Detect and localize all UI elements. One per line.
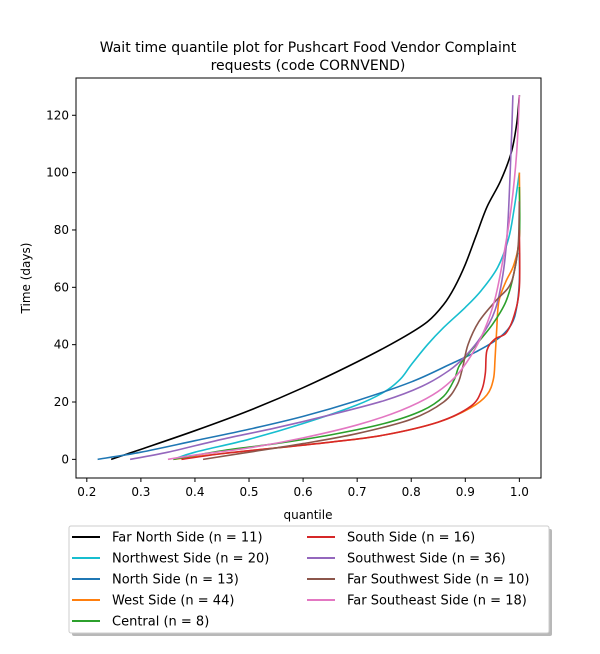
legend-label: Far Southwest Side (n = 10) bbox=[347, 573, 529, 588]
y-axis-label: Time (days) bbox=[19, 243, 33, 315]
chart-title-line1: Wait time quantile plot for Pushcart Foo… bbox=[100, 40, 517, 56]
series-line-8 bbox=[167, 95, 521, 461]
x-tick-label: 0.7 bbox=[348, 485, 367, 499]
y-tick-label: 40 bbox=[54, 338, 69, 352]
y-ticks: 0 20 40 60 80 100 120 bbox=[46, 108, 76, 466]
y-tick-label: 0 bbox=[61, 452, 69, 466]
x-tick-label: 0.6 bbox=[294, 485, 313, 499]
x-tick-label: 0.8 bbox=[402, 485, 421, 499]
legend-label: Far North Side (n = 11) bbox=[112, 531, 263, 546]
y-tick-label: 60 bbox=[54, 280, 69, 294]
legend: Far North Side (n = 11) Northwest Side (n… bbox=[68, 525, 552, 636]
legend-label: Central (n = 8) bbox=[112, 615, 209, 630]
chart-title-line2: requests (code CORNVEND) bbox=[211, 58, 406, 74]
x-tick-label: 0.4 bbox=[185, 485, 204, 499]
legend-label: South Side (n = 16) bbox=[347, 531, 475, 546]
y-tick-label: 80 bbox=[54, 223, 69, 237]
x-ticks: 0.2 0.3 0.4 0.5 0.6 0.7 0.8 0.9 1.0 bbox=[77, 478, 529, 499]
legend-label: Far Southeast Side (n = 18) bbox=[347, 594, 527, 609]
legend-label: Northwest Side (n = 20) bbox=[112, 552, 269, 567]
x-tick-label: 1.0 bbox=[510, 485, 529, 499]
y-tick-label: 100 bbox=[46, 166, 69, 180]
x-tick-label: 0.2 bbox=[77, 485, 96, 499]
series-layer bbox=[97, 95, 521, 461]
legend-label: Southwest Side (n = 36) bbox=[347, 552, 506, 567]
x-tick-label: 0.9 bbox=[456, 485, 475, 499]
legend-label: North Side (n = 13) bbox=[112, 573, 239, 588]
legend-items: Far North Side (n = 11) Northwest Side (n… bbox=[72, 531, 529, 630]
plot-frame bbox=[75, 77, 542, 479]
series-line-0 bbox=[110, 95, 521, 461]
series-line-6 bbox=[129, 95, 514, 461]
y-tick-label: 20 bbox=[54, 395, 69, 409]
y-tick-label: 120 bbox=[46, 108, 69, 122]
x-tick-label: 0.3 bbox=[131, 485, 150, 499]
x-tick-label: 0.5 bbox=[239, 485, 258, 499]
legend-label: West Side (n = 44) bbox=[112, 594, 234, 609]
x-axis-label: quantile bbox=[284, 508, 333, 522]
